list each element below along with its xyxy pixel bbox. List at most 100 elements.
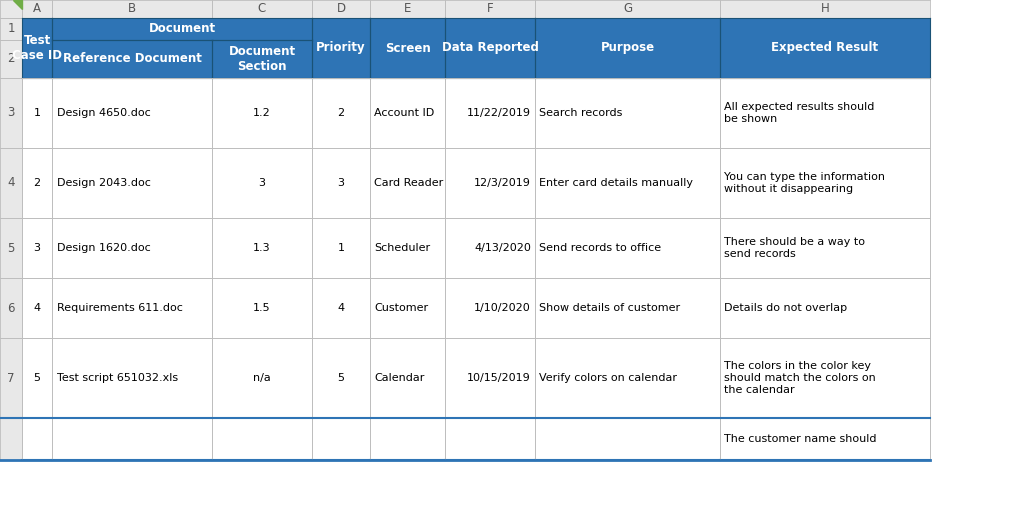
Text: Account ID: Account ID bbox=[374, 108, 434, 118]
Text: 6: 6 bbox=[7, 301, 14, 315]
Text: Priority: Priority bbox=[316, 42, 366, 55]
Text: 1: 1 bbox=[34, 108, 41, 118]
Text: 12/3/2019: 12/3/2019 bbox=[474, 178, 531, 188]
Text: Calendar: Calendar bbox=[374, 373, 424, 383]
Polygon shape bbox=[13, 0, 22, 9]
Bar bbox=[52, 218, 212, 278]
Bar bbox=[22, 418, 52, 460]
Text: Enter card details manually: Enter card details manually bbox=[539, 178, 693, 188]
Text: 11/22/2019: 11/22/2019 bbox=[467, 108, 531, 118]
Bar bbox=[22, 78, 52, 148]
Text: Purpose: Purpose bbox=[600, 42, 654, 55]
Bar bbox=[212, 0, 312, 18]
Text: Search records: Search records bbox=[539, 108, 623, 118]
Text: Screen: Screen bbox=[385, 42, 430, 55]
Text: Send records to office: Send records to office bbox=[539, 243, 662, 253]
Text: There should be a way to
send records: There should be a way to send records bbox=[724, 237, 865, 259]
Bar bbox=[0, 278, 22, 338]
Text: 10/15/2019: 10/15/2019 bbox=[467, 373, 531, 383]
Text: D: D bbox=[337, 3, 345, 15]
Bar bbox=[312, 18, 370, 78]
Bar bbox=[720, 0, 930, 18]
Bar bbox=[370, 0, 445, 18]
Bar bbox=[445, 0, 535, 18]
Text: 3: 3 bbox=[7, 106, 14, 119]
Text: 4/13/2020: 4/13/2020 bbox=[474, 243, 531, 253]
Bar bbox=[720, 78, 930, 148]
Text: 2: 2 bbox=[7, 53, 14, 66]
Bar bbox=[52, 40, 212, 78]
Text: G: G bbox=[623, 3, 632, 15]
Bar bbox=[720, 338, 930, 418]
Text: 4: 4 bbox=[7, 177, 14, 189]
Bar bbox=[52, 148, 212, 218]
Bar bbox=[312, 278, 370, 338]
Text: n/a: n/a bbox=[253, 373, 271, 383]
Bar bbox=[445, 78, 535, 148]
Bar bbox=[0, 40, 22, 78]
Bar bbox=[535, 78, 720, 148]
Text: The customer name should: The customer name should bbox=[724, 434, 877, 444]
Bar bbox=[720, 218, 930, 278]
Bar bbox=[312, 0, 370, 18]
Text: Design 2043.doc: Design 2043.doc bbox=[57, 178, 151, 188]
Text: Customer: Customer bbox=[374, 303, 428, 313]
Text: A: A bbox=[33, 3, 41, 15]
Bar bbox=[445, 218, 535, 278]
Text: 1: 1 bbox=[338, 243, 344, 253]
Text: 3: 3 bbox=[34, 243, 41, 253]
Text: Details do not overlap: Details do not overlap bbox=[724, 303, 847, 313]
Bar bbox=[312, 218, 370, 278]
Bar bbox=[52, 0, 212, 18]
Bar bbox=[445, 338, 535, 418]
Text: 5: 5 bbox=[338, 373, 344, 383]
Bar bbox=[0, 0, 22, 18]
Text: Show details of customer: Show details of customer bbox=[539, 303, 680, 313]
Bar bbox=[52, 278, 212, 338]
Bar bbox=[370, 418, 445, 460]
Bar bbox=[370, 78, 445, 148]
Bar bbox=[0, 418, 22, 460]
Text: 2: 2 bbox=[34, 178, 41, 188]
Text: Reference Document: Reference Document bbox=[62, 53, 202, 66]
Text: Document
Section: Document Section bbox=[228, 45, 296, 73]
Text: Card Reader: Card Reader bbox=[374, 178, 443, 188]
Bar bbox=[720, 418, 930, 460]
Text: All expected results should
be shown: All expected results should be shown bbox=[724, 102, 874, 124]
Bar bbox=[445, 418, 535, 460]
Text: 2: 2 bbox=[338, 108, 344, 118]
Text: 4: 4 bbox=[338, 303, 344, 313]
Bar bbox=[370, 18, 445, 78]
Bar bbox=[0, 218, 22, 278]
Bar bbox=[212, 218, 312, 278]
Bar bbox=[445, 18, 535, 78]
Text: E: E bbox=[403, 3, 412, 15]
Bar bbox=[370, 218, 445, 278]
Text: 1.5: 1.5 bbox=[253, 303, 270, 313]
Text: F: F bbox=[486, 3, 494, 15]
Bar bbox=[535, 218, 720, 278]
Bar bbox=[22, 18, 52, 78]
Bar bbox=[535, 148, 720, 218]
Bar bbox=[22, 0, 52, 18]
Text: 3: 3 bbox=[258, 178, 265, 188]
Text: 1/10/2020: 1/10/2020 bbox=[474, 303, 531, 313]
Text: Scheduler: Scheduler bbox=[374, 243, 430, 253]
Bar bbox=[0, 18, 22, 40]
Bar bbox=[535, 278, 720, 338]
Bar bbox=[370, 278, 445, 338]
Bar bbox=[212, 148, 312, 218]
Bar bbox=[212, 40, 312, 78]
Bar bbox=[0, 148, 22, 218]
Text: Design 1620.doc: Design 1620.doc bbox=[57, 243, 151, 253]
Text: Verify colors on calendar: Verify colors on calendar bbox=[539, 373, 677, 383]
Bar bbox=[312, 148, 370, 218]
Bar bbox=[52, 78, 212, 148]
Bar bbox=[212, 338, 312, 418]
Text: 4: 4 bbox=[34, 303, 41, 313]
Bar bbox=[212, 278, 312, 338]
Bar bbox=[445, 278, 535, 338]
Bar bbox=[370, 148, 445, 218]
Text: 5: 5 bbox=[7, 241, 14, 255]
Text: C: C bbox=[258, 3, 266, 15]
